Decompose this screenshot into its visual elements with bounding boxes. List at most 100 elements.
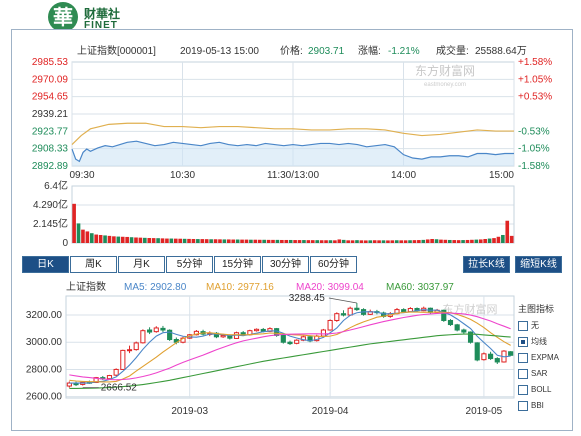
period-tab[interactable]: 15分钟 [214, 256, 261, 273]
volume-bar [266, 239, 271, 243]
volume-bar [151, 238, 156, 243]
kline-x-tick-label: 2019-03 [171, 406, 208, 417]
volume-bar [430, 238, 434, 243]
candle-body [287, 341, 293, 345]
volume-bar [129, 237, 134, 243]
volume-bar [257, 239, 262, 243]
indicator-option[interactable]: 均线 [518, 336, 574, 352]
period-tab[interactable]: 日K [22, 256, 69, 273]
candle-body [140, 330, 146, 344]
indicator-checkbox[interactable] [518, 321, 528, 331]
candle-body [120, 349, 126, 370]
indicator-panel-title: 主图指标 [518, 304, 555, 314]
volume-bar [346, 240, 350, 243]
volume-bar [381, 240, 386, 243]
candle-body [193, 330, 199, 336]
indicator-checkbox[interactable] [518, 401, 528, 411]
period-tab[interactable]: 5分钟 [166, 256, 213, 273]
volume-bar [94, 234, 99, 243]
volume-bar [434, 239, 439, 243]
finet-logo: 華 财華社 FINET [48, 2, 258, 34]
volume-bar [439, 239, 443, 243]
kline-chart[interactable]: 3200.00 3000.00 2800.00 2600.00 2019-03 2019-… [0, 276, 515, 426]
volume-bar [328, 240, 333, 243]
volume-bar [470, 239, 474, 243]
volume-y-tick-label: 6.4亿 [44, 179, 68, 192]
intraday-chart[interactable]: 2985.53 +1.58% 2970.09 +1.05% 2954.65 +0.53% 2… [0, 0, 581, 250]
period-tab[interactable]: 60分钟 [310, 256, 357, 273]
intraday-y-tick-label: 2892.89 [32, 161, 69, 172]
brand-name-cn: 财華社 [84, 7, 121, 21]
indicator-checkbox[interactable] [518, 385, 528, 395]
candle-body [447, 319, 454, 326]
volume-bar [165, 238, 169, 243]
period-tab[interactable]: 30分钟 [262, 256, 309, 273]
volume-bar [359, 240, 364, 243]
volume-bar [147, 238, 152, 243]
volume-bar [160, 238, 165, 243]
chart-frame [11, 29, 573, 431]
indicator-label: 无 [531, 321, 539, 330]
kline-y-tick-label: 3000.00 [26, 337, 63, 348]
volume-bar [496, 236, 501, 243]
indicator-option[interactable]: BBI [518, 400, 574, 416]
indicator-label: 均线 [531, 337, 547, 346]
volume-bar [377, 240, 381, 243]
candle-body [153, 327, 159, 333]
intraday-price-value: 2903.71 [308, 46, 345, 57]
volume-bar [456, 240, 461, 243]
candle-body [454, 324, 460, 331]
shorten-kline-button[interactable]: 缩短K线 [515, 256, 562, 273]
volume-bar [350, 240, 355, 243]
volume-bar [116, 236, 121, 243]
volume-bar [284, 239, 289, 243]
volume-bar [315, 240, 320, 243]
volume-bar [341, 239, 346, 243]
volume-bar [200, 239, 205, 243]
candle-body [340, 313, 347, 316]
volume-bar [386, 240, 390, 243]
volume-bar [288, 239, 293, 243]
volume-bar [107, 235, 112, 243]
indicator-checkbox[interactable] [518, 337, 528, 347]
volume-bar [333, 240, 337, 243]
indicator-option[interactable]: SAR [518, 368, 574, 384]
candle-body [160, 327, 166, 331]
intraday-volume-value: 25588.64万 [475, 46, 527, 57]
candle-body [106, 375, 113, 380]
candle-body [133, 342, 139, 351]
volume-y-tick-label: 2.145亿 [33, 217, 68, 230]
intraday-name: 上证指数[000001] [77, 44, 156, 57]
volume-bar [306, 240, 311, 243]
volume-bar [103, 235, 107, 243]
indicator-label: BOLL [531, 385, 552, 394]
indicator-option[interactable]: EXPMA [518, 352, 574, 368]
indicator-label: SAR [531, 369, 548, 378]
indicator-option[interactable]: 无 [518, 320, 574, 336]
kline-ma60-label: MA60: 3037.97 [386, 282, 454, 293]
candle-body [294, 339, 300, 344]
stretch-kline-button[interactable]: 拉长K线 [463, 256, 510, 273]
volume-bar [89, 233, 94, 243]
indicator-option[interactable]: BOLL [518, 384, 574, 400]
volume-bar [253, 239, 258, 243]
candle-body [320, 329, 327, 337]
volume-bar [297, 240, 302, 243]
volume-bar [76, 223, 81, 243]
volume-bar [412, 240, 417, 243]
intraday-y-right-tick-label: +1.05% [518, 74, 552, 85]
indicator-checkbox[interactable] [518, 353, 528, 363]
indicator-checkbox[interactable] [518, 369, 528, 379]
volume-y-tick-label: 0 [62, 238, 68, 249]
volume-y-tick-label: 4.290亿 [33, 198, 68, 211]
candle-body [474, 342, 480, 361]
volume-bar [417, 240, 421, 243]
intraday-price-line [71, 140, 514, 163]
volume-bar [231, 239, 236, 243]
period-tab[interactable]: 周K [70, 256, 117, 273]
candle-body [347, 307, 353, 316]
period-tab[interactable]: 月K [118, 256, 165, 273]
finet-seal-icon: 華 [48, 2, 78, 32]
kline-annotation-arrow [328, 297, 357, 304]
volume-bar [452, 240, 457, 243]
